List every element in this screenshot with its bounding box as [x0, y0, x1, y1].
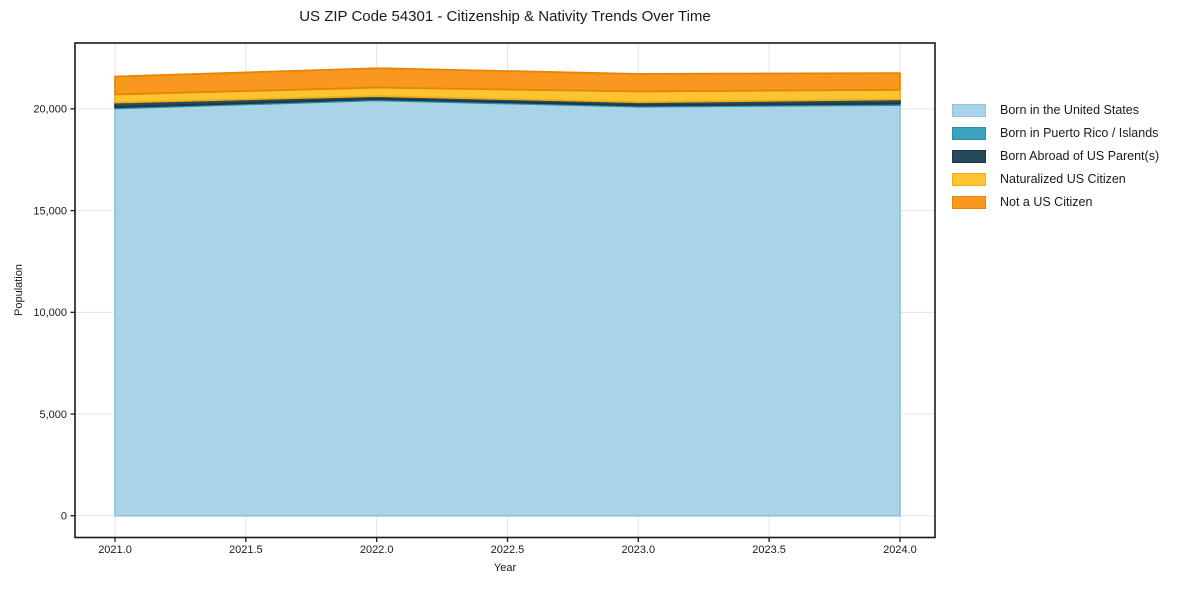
chart-title: US ZIP Code 54301 - Citizenship & Nativi…: [299, 8, 711, 25]
legend-swatch: [952, 104, 986, 117]
legend-item: Naturalized US Citizen: [952, 173, 1159, 186]
legend-swatch: [952, 196, 986, 209]
area-series-0: [114, 99, 901, 517]
legend-label: Born Abroad of US Parent(s): [1000, 149, 1160, 163]
legend-item: Born in Puerto Rico / Islands: [952, 127, 1159, 140]
x-tick-label: 2024.0: [883, 544, 917, 556]
legend-swatch: [952, 127, 986, 140]
legend-label: Not a US Citizen: [1000, 195, 1093, 209]
legend-item: Not a US Citizen: [952, 196, 1159, 209]
legend-label: Naturalized US Citizen: [1000, 172, 1126, 186]
legend-swatch: [952, 173, 986, 186]
y-tick-label: 5,000: [39, 409, 67, 421]
x-tick-label: 2023.5: [752, 544, 786, 556]
x-tick-label: 2021.0: [98, 544, 132, 556]
x-tick-label: 2022.0: [360, 544, 394, 556]
plot-border: [74, 42, 936, 539]
legend-item: Born in the United States: [952, 104, 1159, 117]
y-tick-label: 10,000: [33, 307, 67, 319]
legend-label: Born in Puerto Rico / Islands: [1000, 126, 1159, 140]
legend: Born in the United States Born in Puerto…: [952, 104, 1159, 209]
y-tick-label: 0: [61, 511, 67, 523]
area-series-4: [114, 67, 901, 96]
x-tick-label: 2021.5: [229, 544, 263, 556]
y-tick-label: 15,000: [33, 205, 67, 217]
legend-swatch: [952, 150, 986, 163]
x-axis-label: Year: [493, 562, 517, 574]
legend-label: Born in the United States: [1000, 103, 1139, 117]
x-tick-label: 2023.0: [621, 544, 655, 556]
y-tick-label: 20,000: [33, 104, 67, 116]
legend-item: Born Abroad of US Parent(s): [952, 150, 1159, 163]
x-tick-label: 2022.5: [491, 544, 525, 556]
